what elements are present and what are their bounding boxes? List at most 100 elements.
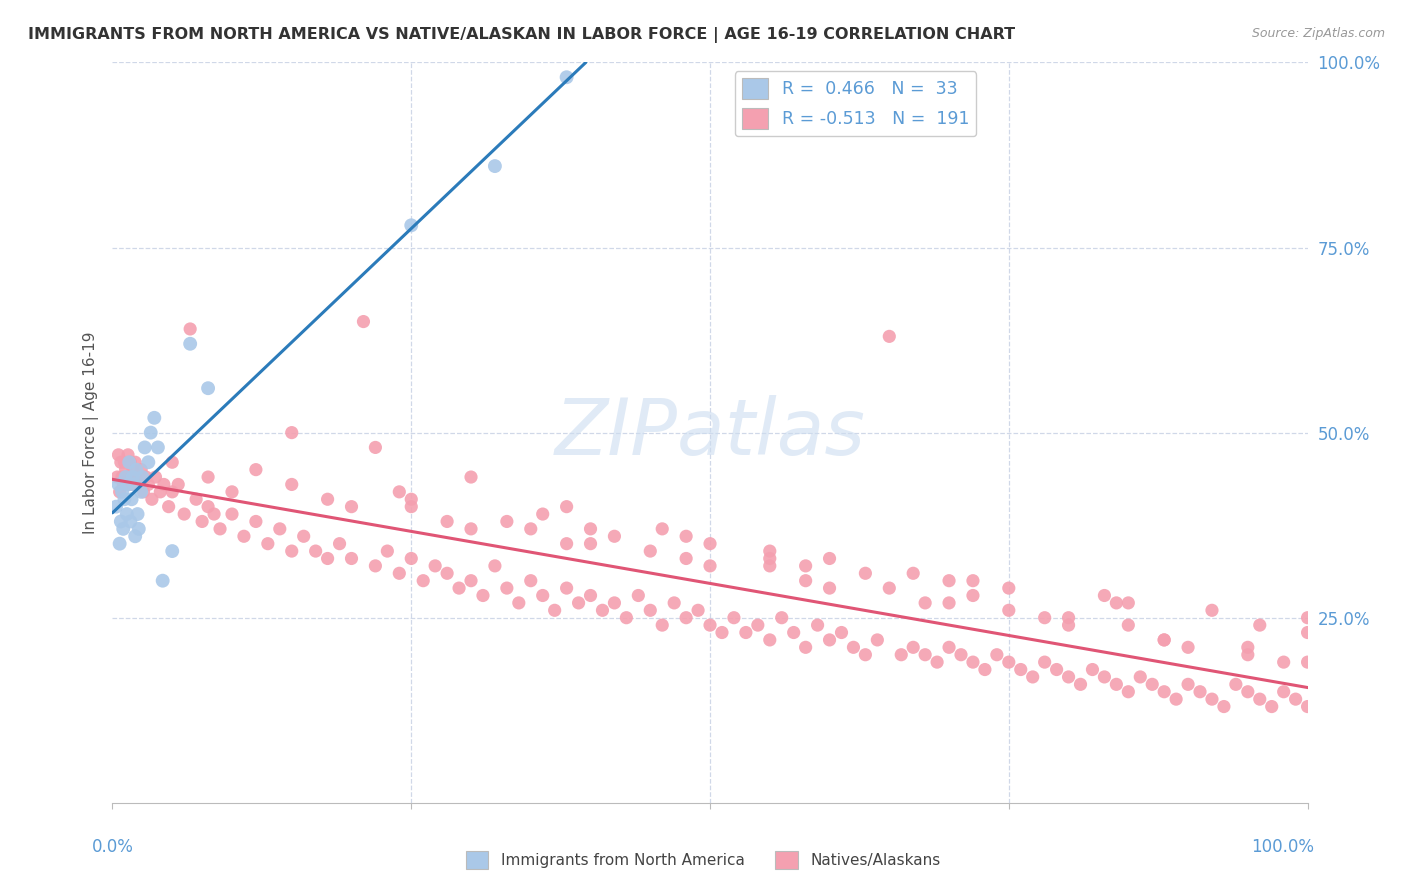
Point bbox=[316, 551, 339, 566]
Point bbox=[890, 648, 912, 662]
Legend: Immigrants from North America, Natives/Alaskans: Immigrants from North America, Natives/A… bbox=[460, 845, 946, 875]
Point bbox=[125, 470, 148, 484]
Point bbox=[543, 603, 565, 617]
Point bbox=[114, 462, 136, 476]
Point bbox=[496, 581, 519, 595]
Point bbox=[197, 500, 219, 514]
Point bbox=[592, 603, 614, 617]
Point bbox=[1166, 692, 1188, 706]
Point bbox=[179, 322, 201, 336]
Point bbox=[245, 462, 267, 476]
Point bbox=[699, 558, 721, 573]
Point bbox=[484, 159, 506, 173]
Point bbox=[221, 484, 243, 499]
Point bbox=[401, 551, 423, 566]
Point bbox=[1249, 618, 1271, 632]
Point bbox=[759, 558, 782, 573]
Point bbox=[998, 655, 1021, 669]
Point bbox=[245, 515, 267, 529]
Point bbox=[114, 455, 135, 469]
Point bbox=[305, 544, 328, 558]
Point bbox=[257, 536, 280, 550]
Text: 100.0%: 100.0% bbox=[1251, 838, 1315, 856]
Point bbox=[818, 581, 841, 595]
Point bbox=[998, 603, 1021, 617]
Point bbox=[579, 522, 602, 536]
Point bbox=[121, 492, 143, 507]
Point bbox=[579, 589, 602, 603]
Point bbox=[447, 581, 470, 595]
Point bbox=[145, 470, 167, 484]
Point bbox=[1296, 625, 1319, 640]
Point bbox=[675, 551, 697, 566]
Point bbox=[579, 536, 602, 550]
Point bbox=[938, 574, 960, 588]
Point bbox=[1237, 648, 1260, 662]
Point bbox=[186, 492, 208, 507]
Text: 0.0%: 0.0% bbox=[91, 838, 134, 856]
Point bbox=[986, 648, 1008, 662]
Point bbox=[197, 470, 219, 484]
Point bbox=[128, 477, 150, 491]
Point bbox=[879, 329, 901, 343]
Point bbox=[105, 470, 128, 484]
Point bbox=[401, 219, 423, 233]
Point bbox=[129, 484, 152, 499]
Point bbox=[1201, 603, 1223, 617]
Point bbox=[460, 470, 482, 484]
Point bbox=[115, 470, 138, 484]
Point bbox=[141, 492, 163, 507]
Point bbox=[197, 381, 219, 395]
Point bbox=[1070, 677, 1092, 691]
Point bbox=[1105, 596, 1128, 610]
Point bbox=[807, 618, 830, 632]
Point bbox=[555, 536, 578, 550]
Point bbox=[1237, 640, 1260, 655]
Point bbox=[974, 663, 997, 677]
Point bbox=[484, 558, 506, 573]
Point bbox=[436, 515, 458, 529]
Point bbox=[568, 596, 591, 610]
Point bbox=[1057, 610, 1080, 624]
Point bbox=[127, 507, 149, 521]
Point bbox=[998, 581, 1021, 595]
Point bbox=[1153, 685, 1175, 699]
Point bbox=[735, 625, 758, 640]
Point bbox=[364, 558, 387, 573]
Point bbox=[1142, 677, 1164, 691]
Point bbox=[388, 566, 411, 581]
Point bbox=[759, 632, 782, 647]
Point bbox=[121, 462, 143, 476]
Point bbox=[1201, 692, 1223, 706]
Point bbox=[699, 536, 721, 550]
Point bbox=[927, 655, 949, 669]
Point bbox=[616, 610, 638, 624]
Point bbox=[651, 522, 673, 536]
Point bbox=[1081, 663, 1104, 677]
Point bbox=[425, 558, 447, 573]
Point bbox=[831, 625, 853, 640]
Point bbox=[143, 410, 166, 425]
Point bbox=[1177, 640, 1199, 655]
Point bbox=[125, 462, 148, 476]
Point bbox=[903, 640, 925, 655]
Point bbox=[794, 558, 817, 573]
Point bbox=[153, 477, 176, 491]
Point bbox=[1285, 692, 1308, 706]
Point bbox=[688, 603, 710, 617]
Point bbox=[388, 484, 411, 499]
Point bbox=[903, 566, 925, 581]
Point bbox=[759, 551, 782, 566]
Point bbox=[1249, 692, 1271, 706]
Point bbox=[460, 522, 482, 536]
Point bbox=[855, 648, 877, 662]
Point bbox=[202, 507, 225, 521]
Point bbox=[167, 477, 190, 491]
Point bbox=[603, 596, 626, 610]
Point bbox=[640, 544, 662, 558]
Point bbox=[1010, 663, 1032, 677]
Point bbox=[281, 544, 304, 558]
Point bbox=[711, 625, 734, 640]
Point bbox=[107, 448, 129, 462]
Point bbox=[555, 70, 578, 85]
